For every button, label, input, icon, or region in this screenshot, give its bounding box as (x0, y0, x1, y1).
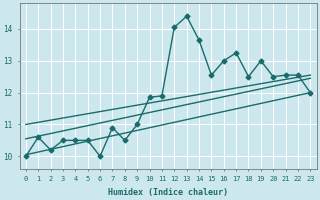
X-axis label: Humidex (Indice chaleur): Humidex (Indice chaleur) (108, 188, 228, 197)
